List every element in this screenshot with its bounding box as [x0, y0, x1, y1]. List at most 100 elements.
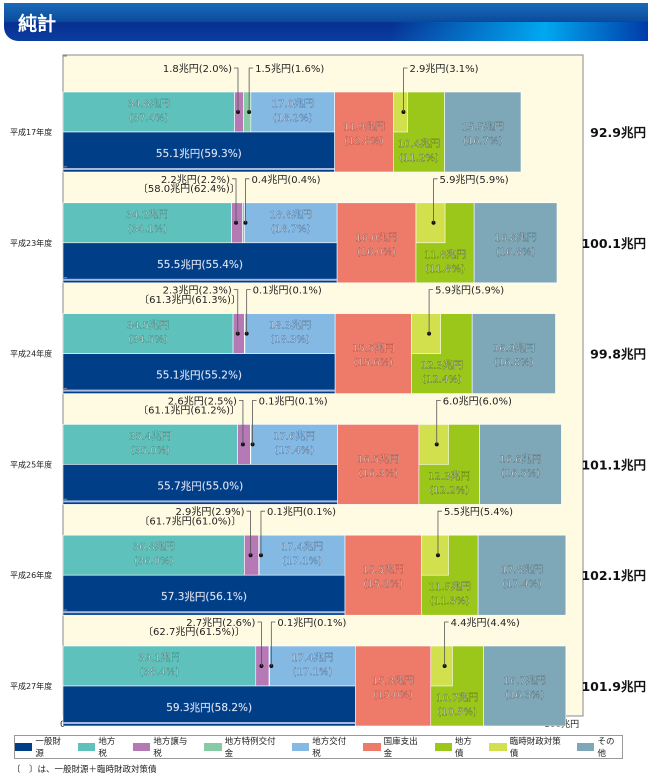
segment-percent-label: (34.1%) [128, 224, 168, 235]
segment-value-label: 16.6兆円 [499, 453, 541, 465]
bar-segment-local-tax [62, 91, 235, 133]
bar-segment-allocation-tax [269, 645, 356, 687]
segment-value-label: 17.4兆円 [281, 541, 323, 553]
legend-item: 地方税 [78, 735, 123, 759]
bar-segment-temp-bonds [415, 202, 446, 244]
callout-line [246, 289, 251, 334]
callout-label-transfer-tax: 1.8兆円(2.0%) [163, 63, 232, 75]
segment-value-label: 18.8兆円 [270, 209, 312, 221]
bar-segment-other [444, 91, 522, 173]
row-year-label: 平成25年度 [10, 459, 52, 469]
segment-percent-label: (16.0%) [357, 247, 397, 258]
bar-segment-general [62, 131, 335, 173]
segment-value-label: 16.0兆円 [355, 232, 397, 244]
segment-percent-label: (12.8%) [344, 136, 384, 147]
callout-line [444, 621, 449, 666]
row-year-label: 平成24年度 [10, 349, 52, 359]
legend-swatch [434, 743, 452, 751]
segment-percent-label: (15.6%) [354, 358, 394, 369]
legend-swatch [489, 743, 507, 751]
segment-percent-label: (17.1%) [293, 667, 333, 678]
bar-segment-allocation-tax [250, 91, 335, 133]
segment-value-label: 18.3兆円 [269, 320, 311, 332]
segment-value-label: 12.3兆円 [428, 470, 470, 482]
segment-percent-label: (11.8%) [425, 264, 465, 275]
segment-percent-label: (12.2%) [429, 485, 469, 496]
legend-item: 地方債 [434, 735, 480, 759]
row-year-label: 平成23年度 [10, 238, 52, 248]
general-revenue-label: 57.3兆円(56.1%) [161, 591, 247, 603]
bar-segment-other [473, 202, 558, 284]
callout-line [403, 67, 408, 112]
segment-value-label: 10.4兆円 [398, 138, 440, 150]
segment-percent-label: (16.3%) [505, 690, 545, 701]
segment-percent-label: (34.5%) [128, 335, 168, 346]
callout-line [245, 178, 250, 223]
segment-value-label: 15.5兆円 [462, 121, 504, 133]
general-plus-temp-bonds-label: 〔61.3兆円(61.3%)〕 [139, 294, 241, 306]
callout-line [252, 399, 257, 445]
callout-label-temp-bonds: 5.9兆円(5.9%) [440, 174, 509, 186]
general-revenue-label: 55.7兆円(55.0%) [157, 480, 243, 492]
segment-value-label: 17.0兆円 [272, 98, 314, 110]
callout-label-special-grant: 0.1兆円(0.1%) [277, 617, 346, 629]
segment-value-label: 17.8兆円 [501, 564, 543, 576]
segment-percent-label: (16.8%) [496, 247, 536, 258]
legend-swatch [577, 743, 595, 751]
segment-percent-label: (16.8%) [494, 358, 534, 369]
segment-value-label: 17.6兆円 [273, 430, 315, 442]
callout-label-special-grant: 0.1兆円(0.1%) [259, 395, 328, 407]
legend-swatch [14, 743, 33, 751]
callout-line [270, 621, 276, 666]
segment-value-label: 11.8兆円 [424, 249, 466, 261]
segment-percent-label: (15.0%) [373, 690, 413, 701]
legend-label: 地方譲与税 [153, 737, 188, 759]
row-total-label: 92.9兆円 [590, 125, 646, 140]
bar-segment-temp-bonds [430, 645, 453, 687]
bar-segment-general [62, 464, 338, 505]
segment-percent-label: (18.7%) [271, 224, 311, 235]
callout-label-transfer-tax: 2.2兆円(2.2%) [161, 174, 230, 186]
bar-segment-local-tax [62, 534, 245, 576]
bar-segment-allocation-tax [244, 313, 336, 354]
bar-segment-local-tax [62, 645, 257, 687]
section-title: 純計 [18, 13, 57, 35]
general-revenue-label: 59.3兆円(58.2%) [166, 702, 252, 714]
segment-value-label: 34.5兆円 [127, 320, 169, 332]
bar-segment-local-tax [62, 424, 238, 465]
legend-swatch [363, 743, 381, 751]
callout-line [233, 289, 239, 334]
segment-value-label: 11.5兆円 [429, 581, 471, 593]
segment-percent-label: (17.4%) [274, 445, 314, 456]
general-revenue-label: 55.1兆円(55.2%) [156, 370, 242, 382]
callout-line [257, 621, 262, 666]
bar-highlight [63, 168, 335, 170]
general-plus-temp-bonds-label: 〔62.7兆円(61.5%)〕 [143, 626, 245, 638]
segment-percent-label: (36.0%) [134, 556, 174, 567]
bar-segment-temp-bonds [393, 91, 408, 133]
callout-line [428, 289, 434, 334]
segment-percent-label: (37.4%) [129, 113, 169, 124]
bar-segment-other [477, 534, 567, 616]
bar-segment-temp-bonds [421, 534, 449, 576]
segment-value-label: 15.5兆円 [352, 343, 394, 355]
legend-swatch [132, 743, 151, 751]
callout-line [436, 399, 441, 445]
segment-value-label: 16.7兆円 [504, 675, 546, 687]
callout-label-temp-bonds: 5.9兆円(5.9%) [435, 285, 504, 297]
callout-label-special-grant: 0.1兆円(0.1%) [267, 506, 336, 518]
legend-label: 地方交付税 [312, 737, 347, 759]
bar-segment-other [483, 645, 567, 727]
legend-label: 国庫支出金 [383, 737, 418, 759]
segment-percent-label: (15.2%) [363, 579, 403, 590]
segment-percent-label: (38.4%) [140, 667, 180, 678]
legend-item: 地方交付税 [291, 735, 353, 759]
callout-line [437, 510, 442, 556]
callout-line [234, 67, 239, 112]
segment-value-label: 35.4兆円 [129, 430, 171, 442]
callout-label-special-grant: 0.1兆円(0.1%) [253, 285, 322, 297]
legend-item: その他 [577, 735, 622, 759]
bar-highlight [63, 389, 336, 392]
legend-item: 一般財源 [14, 735, 68, 759]
bar-highlight [63, 722, 356, 724]
